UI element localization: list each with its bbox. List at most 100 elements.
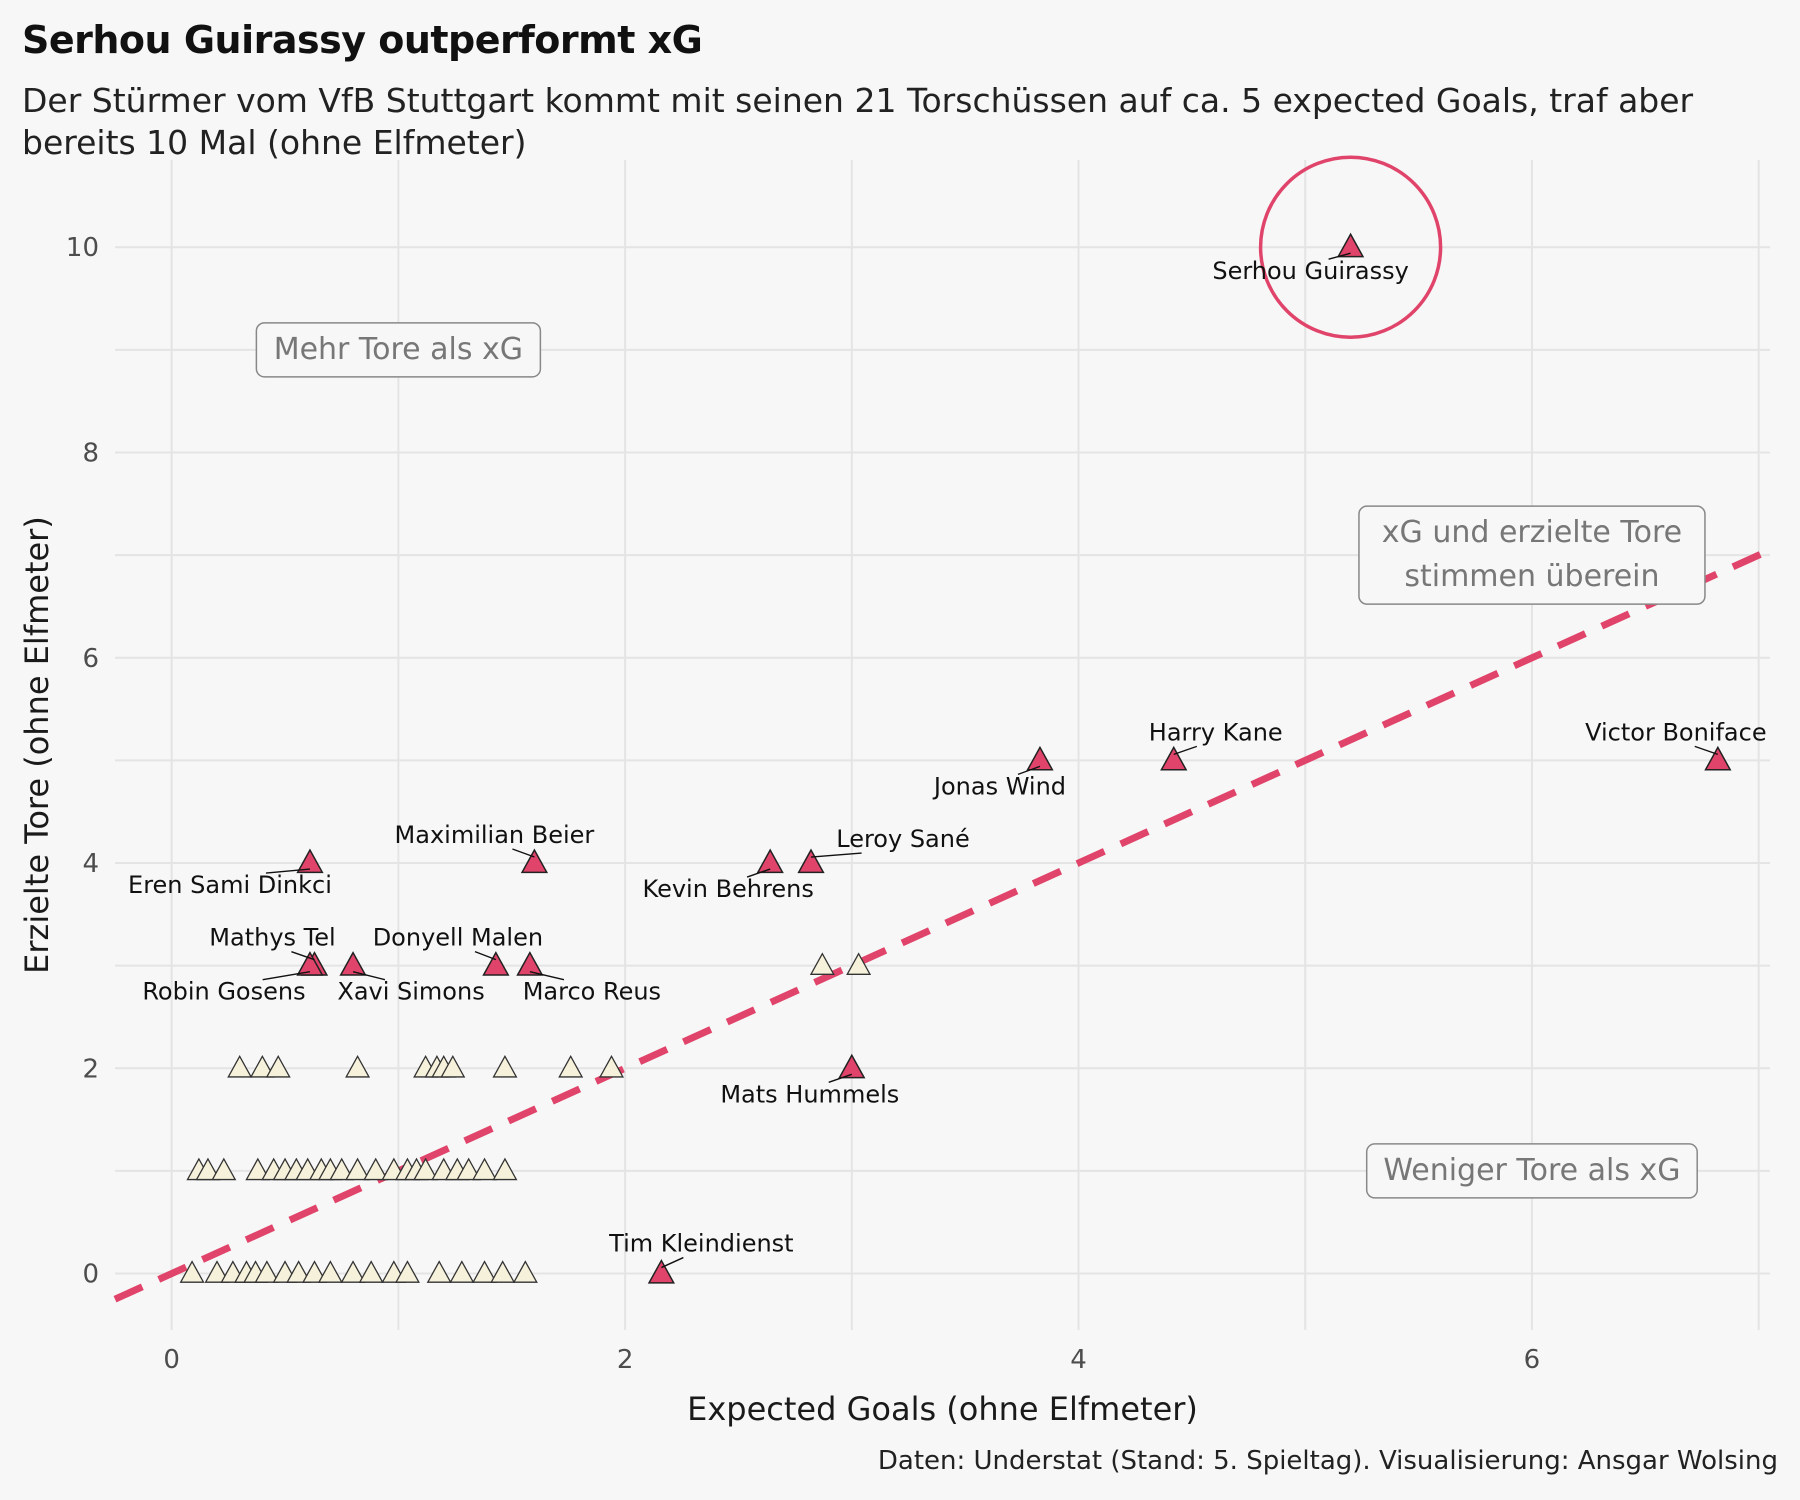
chart-caption: Daten: Understat (Stand: 5. Spieltag). V… [877, 1446, 1778, 1476]
other-player-point [302, 1260, 328, 1283]
label-leader-line [1328, 252, 1351, 260]
other-player-point [846, 952, 872, 975]
other-player-point [211, 1157, 237, 1181]
annotation-text: stimmen überein [1404, 559, 1659, 594]
player-point [1160, 745, 1188, 771]
label-leader-line [1017, 765, 1041, 776]
player-label: Mathys Tel [209, 924, 335, 952]
label-leader-line [746, 868, 771, 878]
other-player-point [512, 1260, 538, 1283]
player-label: Leroy Sané [836, 825, 970, 853]
other-player-point [456, 1157, 482, 1181]
other-player-point [492, 1157, 518, 1181]
label-leader-line [1173, 745, 1198, 756]
label-leader-line [512, 848, 535, 858]
player-point [482, 951, 510, 976]
y-tick-label: 10 [66, 233, 99, 263]
other-player-point [329, 1157, 355, 1181]
annotation-text: Weniger Tore als xG [1383, 1153, 1680, 1188]
annotation-text: Mehr Tore als xG [274, 332, 523, 367]
other-player-point [394, 1260, 420, 1283]
scatter-chart: Serhou Guirassy Victor Boniface Harry Kane… [18, 155, 1772, 1428]
annotation-layer: Mehr Tore als xG xG und erzielte Tore stim… [255, 322, 1706, 1199]
player-label: Marco Reus [523, 978, 661, 1006]
player-label: Robin Gosens [142, 978, 305, 1006]
label-leader-line [1694, 745, 1719, 756]
player-point [756, 848, 784, 874]
player-point [520, 848, 549, 874]
other-player-point [249, 1054, 275, 1078]
label-leader-line [810, 852, 862, 858]
other-player-point [179, 1260, 205, 1283]
y-axis-title: Erzielte Tore (ohne Elfmeter) [18, 516, 56, 974]
label-leader-line [828, 1073, 853, 1083]
other-player-point [809, 952, 835, 975]
y-tick-label: 0 [82, 1260, 99, 1290]
x-tick-label: 4 [1070, 1345, 1087, 1375]
annotation-box [1365, 1143, 1698, 1199]
other-player-point [345, 1157, 371, 1181]
y-tick-label: 6 [82, 644, 99, 674]
other-player-point [558, 1054, 584, 1078]
label-leader-line [474, 951, 497, 961]
player-label: Xavi Simons [337, 978, 484, 1006]
other-player-point [358, 1260, 384, 1283]
highlighted-players-layer [296, 155, 1732, 1284]
player-label: Mats Hummels [720, 1080, 899, 1108]
chart-subtitle: Der Stürmer vom VfB Stuttgart kommt mit … [22, 81, 1694, 162]
other-player-point [254, 1260, 280, 1283]
player-point [647, 1259, 675, 1284]
other-player-point [440, 1054, 466, 1078]
player-label: Eren Sami Dinkci [128, 871, 332, 899]
player-point [516, 951, 544, 976]
other-player-point [598, 1054, 625, 1078]
other-players-layer [179, 952, 872, 1283]
annotation-text: xG und erzielte Tore [1382, 515, 1682, 550]
player-point [1026, 745, 1054, 771]
highlight-circle [1258, 155, 1443, 339]
other-player-point [227, 1054, 253, 1078]
player-point [339, 951, 367, 976]
player-label: Maximilian Beier [395, 821, 595, 849]
player-point [296, 951, 324, 976]
other-player-point [490, 1260, 516, 1283]
axis-layer: 0 2 4 6 0 2 4 6 8 10 Expected Goals (ohne Elfmeter… [18, 233, 1540, 1428]
y-tick-label: 4 [82, 849, 99, 879]
annotation-box [1358, 505, 1706, 605]
label-leader-line [262, 970, 311, 981]
player-label: Kevin Behrens [643, 875, 814, 903]
player-point [296, 848, 324, 874]
player-labels-layer: Serhou Guirassy Victor Boniface Harry Kane… [128, 252, 1767, 1269]
label-leader-line [529, 970, 565, 981]
x-axis-title: Expected Goals (ohne Elfmeter) [687, 1390, 1198, 1428]
other-player-point [340, 1260, 366, 1283]
label-leader-line [265, 868, 311, 874]
other-player-point [345, 1054, 371, 1078]
player-label: Harry Kane [1149, 718, 1283, 746]
player-label: Victor Boniface [1585, 718, 1767, 746]
other-player-point [472, 1157, 498, 1181]
x-tick-label: 0 [163, 1345, 180, 1375]
other-player-point [195, 1157, 221, 1181]
other-player-point [286, 1260, 312, 1283]
other-player-point [265, 1054, 291, 1078]
other-player-point [317, 1260, 343, 1283]
player-label: Jonas Wind [932, 772, 1066, 800]
other-player-point [204, 1260, 230, 1283]
player-point [1336, 232, 1365, 258]
x-tick-label: 6 [1524, 1345, 1541, 1375]
x-tick-label: 2 [617, 1345, 634, 1375]
other-player-point [492, 1054, 518, 1078]
player-point [838, 1053, 866, 1079]
other-player-point [363, 1157, 389, 1181]
other-player-point [245, 1157, 271, 1181]
y-tick-label: 8 [82, 439, 99, 469]
player-label: Donyell Malen [373, 924, 543, 952]
other-player-point [413, 1157, 439, 1181]
label-leader-line [291, 950, 315, 961]
player-point [797, 848, 825, 874]
annotation-box [255, 322, 542, 378]
player-point [1704, 745, 1732, 771]
other-player-point [449, 1260, 475, 1283]
label-leader-line [661, 1256, 684, 1269]
